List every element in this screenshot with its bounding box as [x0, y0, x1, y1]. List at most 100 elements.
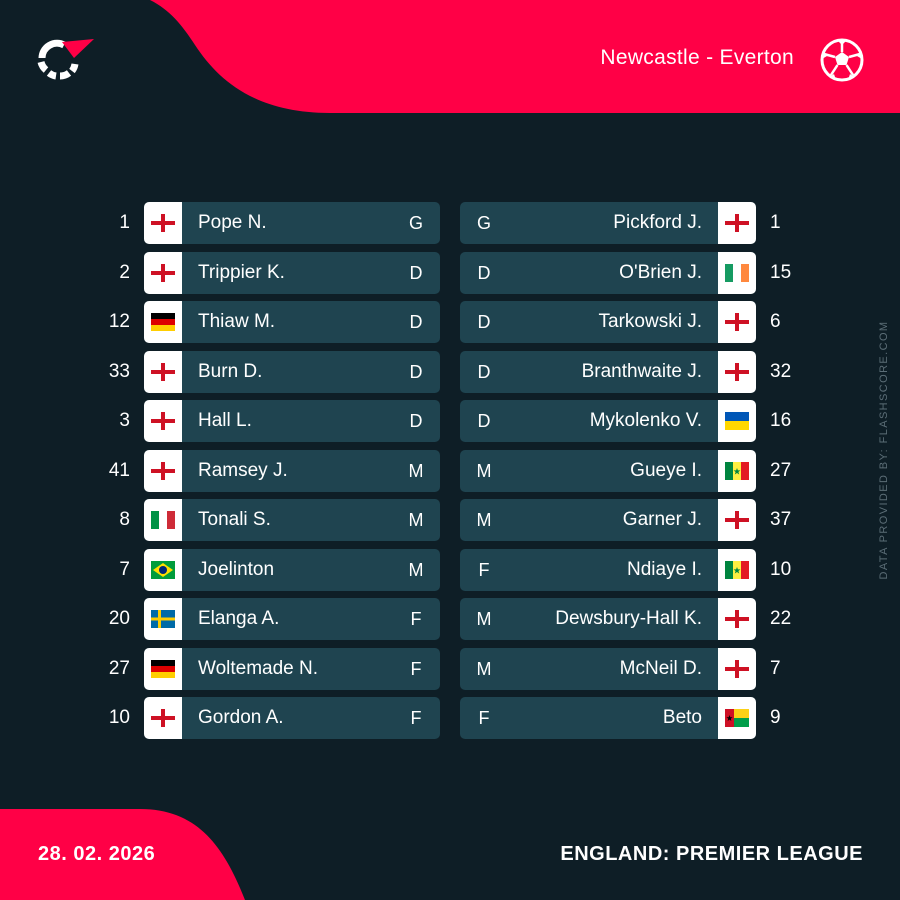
- germany-flag-icon: [144, 647, 182, 690]
- player-name: Trippier K.: [198, 261, 285, 283]
- player-name: Beto: [662, 707, 702, 728]
- player-name: Elanga A.: [198, 608, 280, 629]
- shirt-number: 9: [770, 707, 781, 728]
- england-flag-icon: [151, 214, 175, 232]
- england-flag-icon: [151, 461, 175, 480]
- player-bar: Trippier K. D: [144, 251, 440, 294]
- player-position: G: [408, 213, 423, 233]
- england-flag-icon: [144, 251, 182, 294]
- shirt-number: 7: [770, 657, 781, 679]
- italy-flag-icon: [151, 511, 175, 529]
- shirt-number: 27: [770, 459, 792, 481]
- england-flag-icon: [144, 400, 182, 442]
- player-bar: Tarkowski J. D: [460, 301, 756, 343]
- player-bar: Tonali S. M: [144, 499, 440, 541]
- player-bar: Pickford J. G: [460, 202, 756, 244]
- match-title: Newcastle - Everton: [600, 46, 794, 69]
- shirt-number: 6: [770, 311, 781, 332]
- shirt-number: 8: [119, 509, 130, 530]
- player-position: M: [408, 510, 424, 530]
- brazil-flag-icon: [144, 548, 182, 591]
- home-player-row: 33 Burn D. D: [98, 350, 440, 393]
- england-flag-icon: [151, 263, 175, 282]
- shirt-number: 1: [770, 212, 781, 233]
- germany-flag-icon: [144, 301, 182, 343]
- home-player-row: 41 Ramsey J. M: [98, 449, 440, 492]
- england-flag-icon: [725, 313, 749, 331]
- england-flag-icon: [144, 350, 182, 393]
- player-position: D: [477, 411, 491, 431]
- player-bar: McNeil D. M: [460, 647, 756, 690]
- shirt-number: 12: [108, 311, 130, 332]
- england-flag-icon: [718, 499, 756, 541]
- england-flag-icon: [725, 214, 749, 232]
- germany-flag-icon: [151, 659, 175, 678]
- match-date: 28. 02. 2026: [38, 843, 156, 865]
- player-bar: Branthwaite J. D: [460, 350, 756, 393]
- shirt-number: 2: [119, 261, 130, 283]
- away-player-row: 27 Gueye I. M: [460, 449, 802, 492]
- england-flag-icon: [725, 362, 749, 381]
- shirt-number: 37: [770, 509, 792, 530]
- england-flag-icon: [144, 449, 182, 492]
- italy-flag-icon: [144, 499, 182, 541]
- ukraine-flag-icon: [718, 400, 756, 442]
- away-player-row: 9 Beto F: [460, 697, 802, 739]
- player-name: Pickford J.: [613, 212, 702, 233]
- player-position: D: [409, 312, 423, 332]
- shirt-number: 3: [119, 410, 130, 431]
- home-player-row: 7 Joelinton M: [98, 548, 440, 591]
- player-bar: Hall L. D: [144, 400, 440, 442]
- home-player-row: 12 Thiaw M. D: [98, 301, 440, 343]
- shirt-number: 16: [770, 410, 792, 431]
- player-position: D: [477, 262, 491, 283]
- away-player-row: 6 Tarkowski J. D: [460, 301, 802, 343]
- senegal-flag-icon: [725, 560, 749, 579]
- england-flag-icon: [151, 362, 175, 381]
- player-bar: O'Brien J. D: [460, 251, 756, 294]
- player-name: Dewsbury-Hall K.: [555, 608, 702, 629]
- england-flag-icon: [151, 709, 175, 727]
- home-player-row: 27 Woltemade N. F: [98, 647, 440, 690]
- home-player-row: 10 Gordon A. F: [98, 697, 440, 739]
- home-player-row: 1 Pope N. G: [98, 202, 440, 244]
- player-bar: Ramsey J. M: [144, 449, 440, 492]
- brazil-flag-icon: [151, 560, 175, 579]
- player-position: D: [409, 411, 423, 431]
- player-position: M: [476, 609, 492, 629]
- player-position: F: [478, 559, 490, 580]
- player-bar: Thiaw M. D: [144, 301, 440, 343]
- senegal-flag-icon: [718, 449, 756, 492]
- player-name: Branthwaite J.: [581, 360, 702, 382]
- shirt-number: 33: [108, 360, 130, 382]
- player-name: Tonali S.: [198, 509, 271, 530]
- shirt-number: 15: [770, 261, 792, 283]
- shirt-number: 27: [108, 657, 130, 679]
- guinea-bissau-flag-icon: [725, 709, 749, 727]
- player-position: F: [478, 708, 490, 728]
- player-bar: Elanga A. F: [144, 598, 440, 640]
- shirt-number: 20: [108, 608, 130, 629]
- player-bar: Gordon A. F: [144, 697, 440, 739]
- ireland-flag-icon: [725, 263, 749, 282]
- england-flag-icon: [725, 659, 749, 678]
- england-flag-icon: [725, 610, 749, 628]
- player-name: Gueye I.: [630, 459, 702, 481]
- shirt-number: 32: [770, 360, 792, 382]
- player-position: M: [476, 658, 492, 679]
- shirt-number: 7: [119, 558, 130, 580]
- player-name: Joelinton: [198, 558, 275, 580]
- player-bar: Gueye I. M: [460, 449, 756, 492]
- player-name: Mykolenko V.: [589, 410, 702, 431]
- player-name: McNeil D.: [619, 657, 702, 679]
- england-flag-icon: [718, 647, 756, 690]
- home-player-row: 8 Tonali S. M: [98, 499, 440, 541]
- player-position: F: [410, 708, 422, 728]
- away-player-row: 10 Ndiaye I. F: [460, 548, 802, 591]
- away-player-row: 22 Dewsbury-Hall K. M: [460, 598, 802, 640]
- england-flag-icon: [718, 202, 756, 244]
- player-bar: Beto F: [460, 697, 756, 739]
- player-position: M: [408, 559, 424, 580]
